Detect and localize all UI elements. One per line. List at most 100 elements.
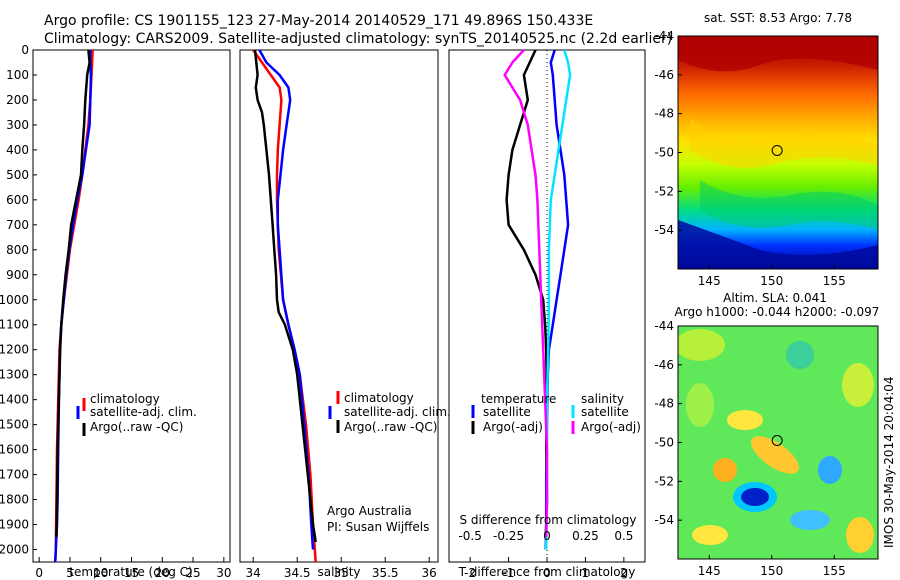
lat-tick-label: -46 xyxy=(654,68,674,82)
legend-title-temperature: temperature xyxy=(481,392,556,406)
lat-tick-label: -52 xyxy=(654,184,674,198)
depth-tick-label: 0 xyxy=(21,43,29,57)
lat-tick-label: -44 xyxy=(654,319,674,333)
profile-line-argo-raw-qc- xyxy=(55,49,91,538)
depth-tick-label: 1300 xyxy=(0,368,29,382)
legend-title-salinity: salinity xyxy=(581,392,624,406)
s-difference-label: S difference from climatology xyxy=(460,513,637,527)
sla-blob xyxy=(790,510,830,530)
profile-line-argo-raw-qc- xyxy=(253,49,317,543)
x-tick-label: -2 xyxy=(464,566,476,580)
s-tick-label: -0.25 xyxy=(493,529,524,543)
legend-label-satellite: satellite-adj. clim. xyxy=(90,405,197,419)
figure-title-line-1: Argo profile: CS 1901155_123 27-May-2014… xyxy=(44,13,593,29)
s-tick-label: 0.25 xyxy=(572,529,599,543)
depth-tick-label: 100 xyxy=(6,68,29,82)
difference-legend-temperature: temperature satellite Argo(-adj) xyxy=(471,392,556,434)
profile-line-climatology xyxy=(53,49,94,563)
profile-line-satellite-adj-clim- xyxy=(258,49,315,550)
x-tick-label: 0 xyxy=(35,566,43,580)
t-difference-label: T difference from climatology xyxy=(458,565,636,579)
annotation-pi: PI: Susan Wijffels xyxy=(327,520,429,534)
sla-map-field xyxy=(678,326,878,559)
sst-lon-axis: 145 150 155 xyxy=(698,265,846,288)
sla-lon-axis: 145 150 155 xyxy=(698,555,846,578)
sla-field-background xyxy=(678,326,878,559)
sla-blob xyxy=(842,363,874,407)
depth-tick-label: 800 xyxy=(6,243,29,257)
legend-label-sal-argo: Argo(-adj) xyxy=(581,420,641,434)
difference-profiles xyxy=(503,49,572,550)
legend-label-argo: Argo(..raw -QC) xyxy=(90,420,183,434)
profile-line-salinity-satellite xyxy=(544,49,572,550)
sla-map-title-line-2: Argo h1000: -0.044 h2000: -0.097 xyxy=(675,305,880,319)
sst-warm-band xyxy=(678,36,878,72)
x-tick-label: -1 xyxy=(503,566,515,580)
depth-tick-label: 1200 xyxy=(0,343,29,357)
depth-tick-label: 1100 xyxy=(0,318,29,332)
depth-tick-label: 600 xyxy=(6,193,29,207)
legend-label-satellite: satellite-adj. clim. xyxy=(344,405,451,419)
sst-cold-band xyxy=(678,220,878,269)
x-tick-label: 5 xyxy=(66,566,74,580)
salinity-x-label: salinity xyxy=(317,565,360,579)
figure-title-line-2: Climatology: CARS2009. Satellite-adjuste… xyxy=(44,31,672,47)
depth-tick-label: 1400 xyxy=(0,393,29,407)
x-tick-label: 36 xyxy=(422,566,437,580)
lon-tick-label: 155 xyxy=(823,564,846,578)
x-tick-label: 0 xyxy=(543,566,551,580)
lat-tick-label: -48 xyxy=(654,107,674,121)
s-tick-label: -0.5 xyxy=(458,529,481,543)
depth-tick-label: 2000 xyxy=(0,543,29,557)
sla-blob xyxy=(786,341,814,369)
depth-tick-label: 200 xyxy=(6,93,29,107)
depth-tick-label: 1000 xyxy=(0,293,29,307)
annotation-argo-australia: Argo Australia xyxy=(327,504,412,518)
depth-tick-label: 1800 xyxy=(0,493,29,507)
sla-low-core xyxy=(741,488,769,506)
sla-lat-axis: -44 -46 -48 -50 -52 -54 xyxy=(654,319,682,527)
s-tick-label: 0.5 xyxy=(614,529,633,543)
legend-label-argo: Argo(..raw -QC) xyxy=(344,420,437,434)
sla-map-panel: Altim. SLA: 0.041 Argo h1000: -0.044 h20… xyxy=(654,291,879,578)
depth-tick-label: 700 xyxy=(6,218,29,232)
lat-tick-label: -50 xyxy=(654,436,674,450)
s-tick-label: 0 xyxy=(543,529,551,543)
difference-x-axis: -2 -1 0 1 2 xyxy=(464,557,628,580)
depth-tick-label: 1600 xyxy=(0,443,29,457)
sst-map-field xyxy=(678,36,878,269)
sla-blob xyxy=(692,525,728,545)
argo-location-marker xyxy=(771,144,783,156)
difference-legend-salinity: salinity satellite Argo(-adj) xyxy=(571,392,641,434)
legend-label-temp-satellite: satellite xyxy=(483,405,531,419)
depth-tick-label: 1900 xyxy=(0,518,29,532)
salinity-x-axis: 34 34.5 35 35.5 36 xyxy=(246,557,437,580)
x-tick-label: 30 xyxy=(216,566,231,580)
legend-label-climatology: climatology xyxy=(344,391,414,405)
x-tick-label: 35.5 xyxy=(372,566,399,580)
x-tick-label: 2 xyxy=(620,566,628,580)
lon-tick-label: 150 xyxy=(760,564,783,578)
x-tick-label: 34.5 xyxy=(284,566,311,580)
sla-blob xyxy=(751,436,799,474)
lon-tick-label: 145 xyxy=(698,564,721,578)
sst-front-yellow xyxy=(690,118,878,168)
salinity-profiles xyxy=(252,49,317,563)
depth-tick-label: 1500 xyxy=(0,418,29,432)
depth-tick-label: 300 xyxy=(6,118,29,132)
sla-blob xyxy=(846,517,874,553)
profile-line-satellite-adj-clim- xyxy=(53,50,93,563)
x-tick-label: 34 xyxy=(246,566,261,580)
x-tick-label: 1 xyxy=(582,566,590,580)
sla-blob xyxy=(818,456,842,484)
depth-tick-label: 1700 xyxy=(0,468,29,482)
legend-label-temp-argo: Argo(-adj) xyxy=(483,420,543,434)
depth-tick-label: 400 xyxy=(6,143,29,157)
lat-tick-label: -52 xyxy=(654,474,674,488)
salinity-panel: 34 34.5 35 35.5 36 climatology satellite-adj… xyxy=(239,49,451,580)
legend-label-climatology: climatology xyxy=(90,392,160,406)
lon-tick-label: 150 xyxy=(760,274,783,288)
temperature-profiles xyxy=(53,49,94,563)
lat-tick-label: -54 xyxy=(654,223,674,237)
